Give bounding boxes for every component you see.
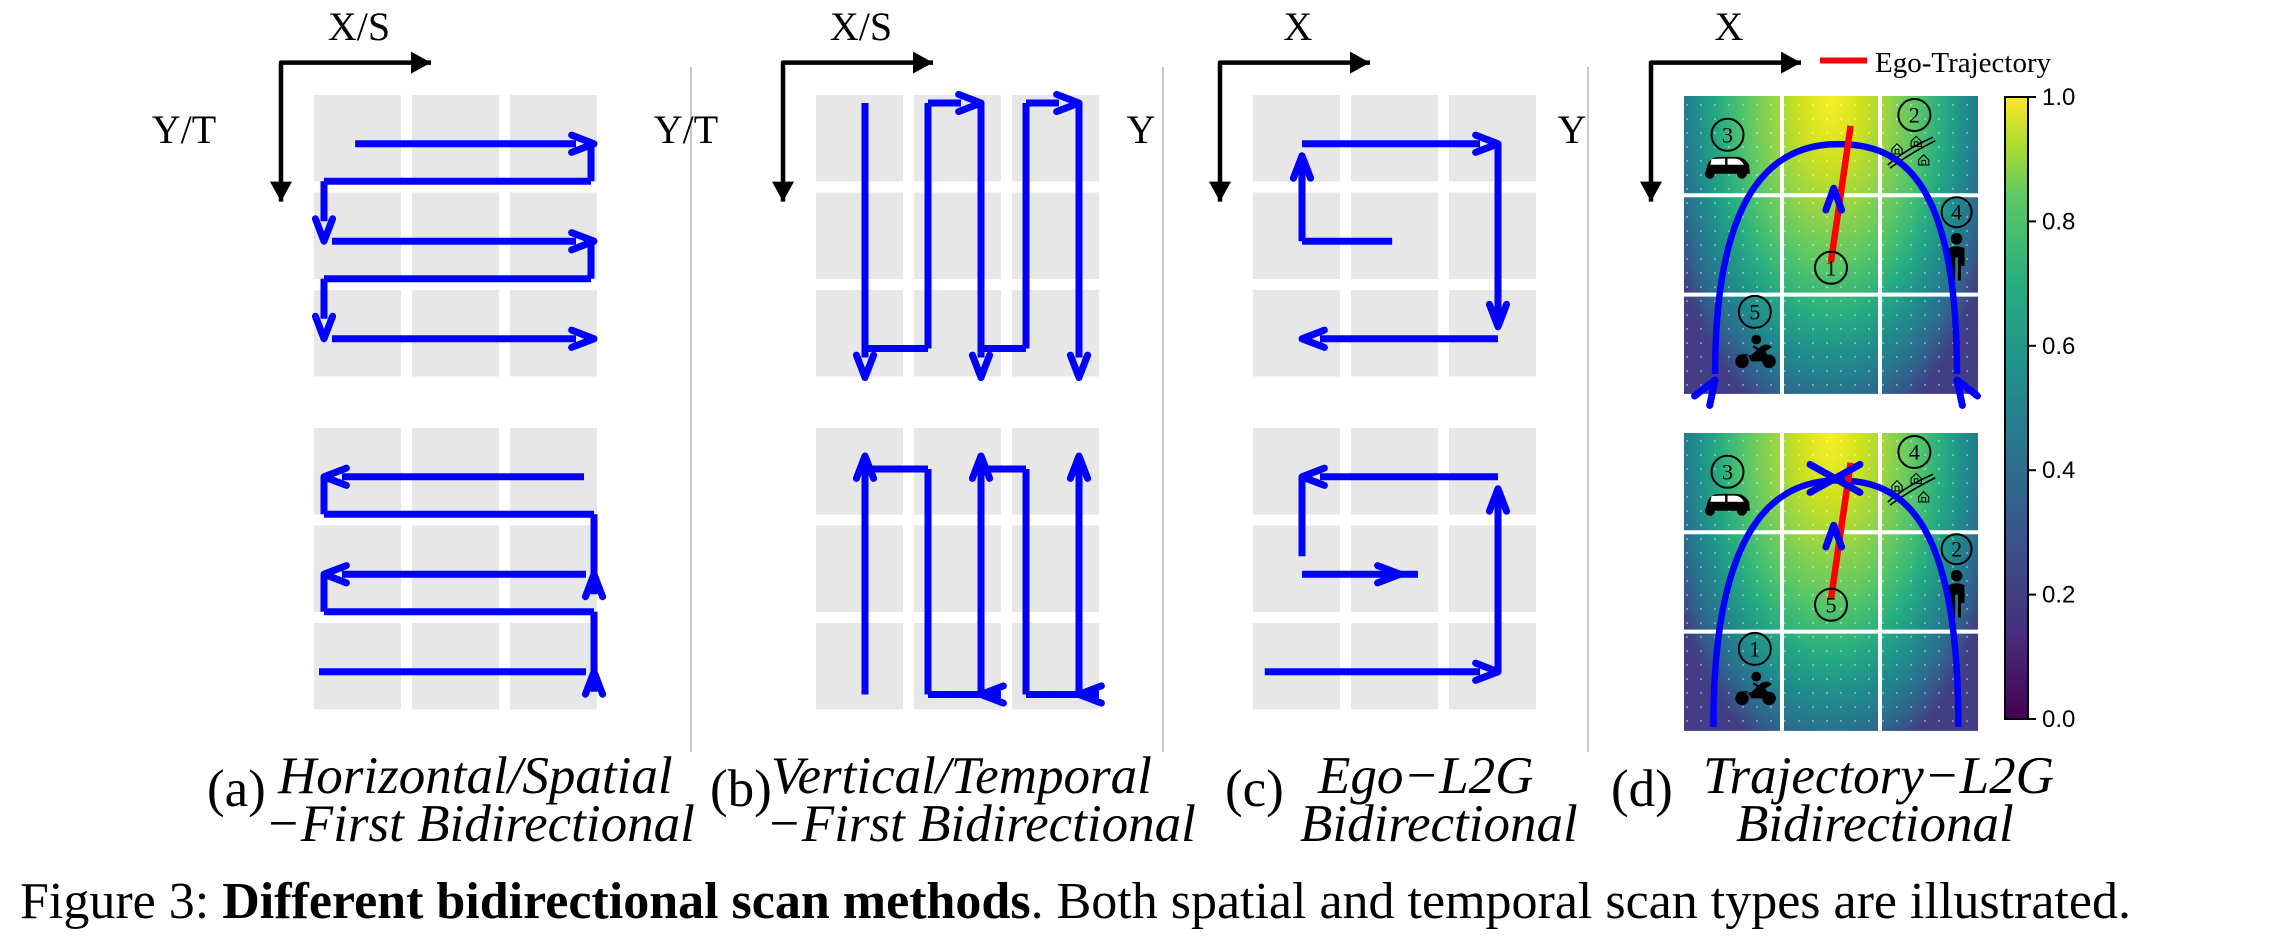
svg-text:−First Bidirectional: −First Bidirectional	[265, 795, 695, 853]
svg-text:X/S: X/S	[830, 4, 892, 49]
svg-text:Y: Y	[1127, 107, 1156, 152]
svg-text:Bidirectional: Bidirectional	[1300, 795, 1578, 853]
svg-text:Y: Y	[1558, 107, 1587, 152]
svg-text:Figure 3: Different bidirectio: Figure 3: Different bidirectional scan m…	[20, 873, 2131, 930]
svg-text:0.8: 0.8	[2042, 208, 2075, 235]
svg-text:Y/T: Y/T	[152, 107, 216, 152]
svg-text:5: 5	[1749, 299, 1760, 324]
svg-text:Y/T: Y/T	[654, 107, 718, 152]
svg-text:4: 4	[1909, 439, 1920, 464]
svg-text:2: 2	[1909, 102, 1920, 127]
svg-text:2: 2	[1951, 537, 1962, 562]
svg-text:Ego-Trajectory: Ego-Trajectory	[1875, 47, 2052, 79]
svg-text:0.0: 0.0	[2042, 706, 2075, 733]
svg-text:0.4: 0.4	[2042, 457, 2075, 484]
svg-text:1.0: 1.0	[2042, 84, 2075, 111]
svg-text:X: X	[1715, 4, 1744, 49]
svg-text:0.6: 0.6	[2042, 333, 2075, 360]
svg-text:3: 3	[1722, 459, 1733, 484]
svg-text:1: 1	[1826, 255, 1837, 280]
svg-text:1: 1	[1749, 636, 1760, 661]
svg-text:0.2: 0.2	[2042, 582, 2075, 609]
svg-text:X/S: X/S	[328, 4, 390, 49]
svg-text:Bidirectional: Bidirectional	[1736, 795, 2014, 853]
svg-text:5: 5	[1826, 592, 1837, 617]
svg-text:(b): (b)	[710, 760, 772, 818]
svg-text:3: 3	[1722, 122, 1733, 147]
svg-text:(c): (c)	[1225, 760, 1284, 818]
svg-text:−First Bidirectional: −First Bidirectional	[766, 795, 1196, 853]
svg-text:(d): (d)	[1611, 760, 1673, 818]
svg-text:4: 4	[1951, 200, 1962, 225]
svg-text:(a): (a)	[207, 760, 266, 818]
svg-text:X: X	[1284, 4, 1313, 49]
